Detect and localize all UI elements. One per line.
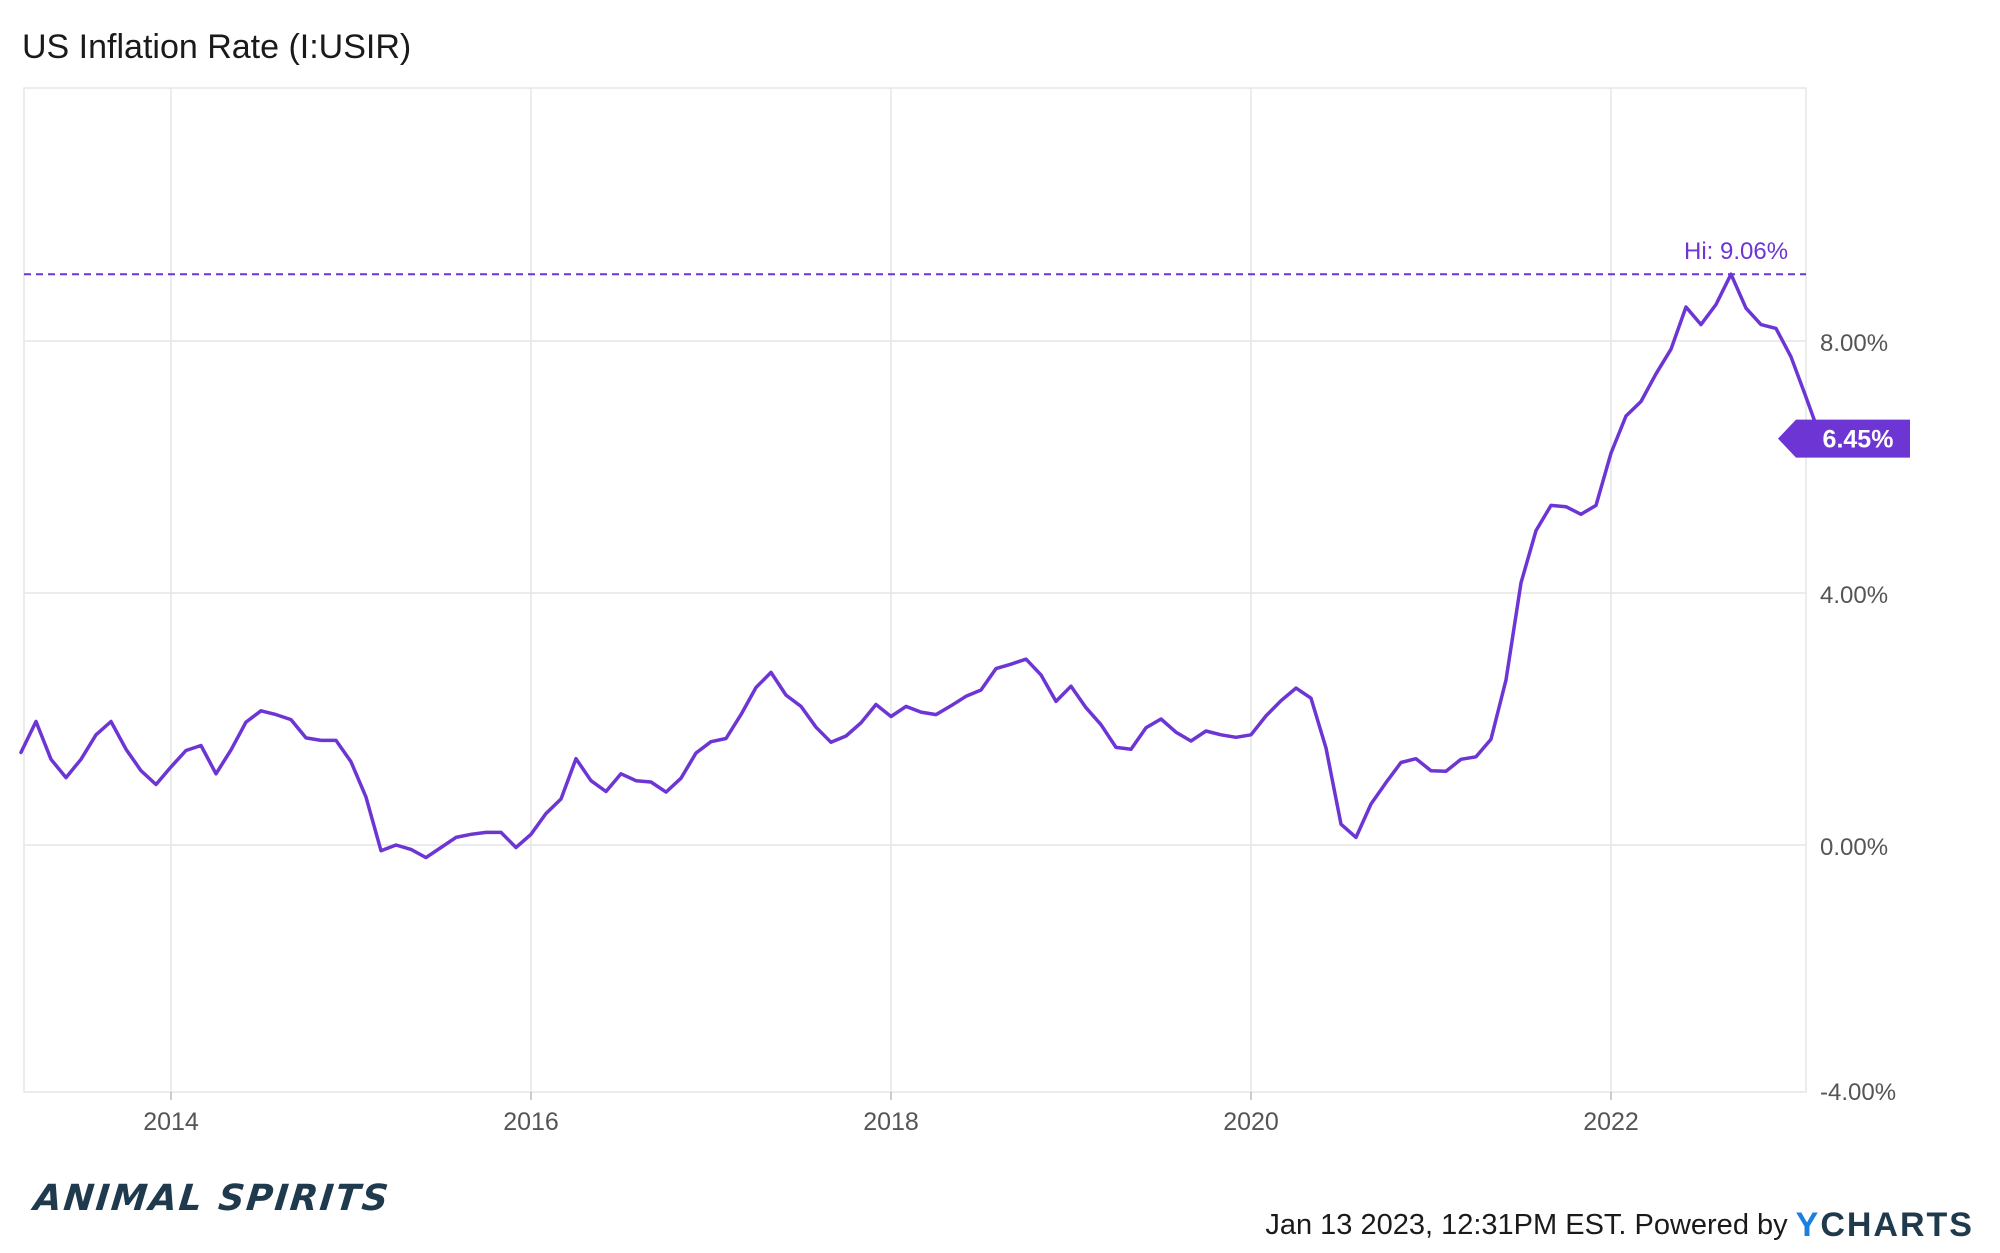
footer-credit: Jan 13 2023, 12:31PM EST. Powered by YCH… [1265, 1206, 1974, 1245]
high-label: Hi: 9.06% [1684, 238, 1788, 265]
y-tick-label: 4.00% [1820, 582, 1888, 609]
powered-by-text: Powered by [1634, 1209, 1788, 1241]
ycharts-logo[interactable]: YCHARTS [1796, 1206, 1974, 1245]
y-tick-label: -4.00% [1820, 1079, 1896, 1106]
annotations: Hi: 9.06% 6.45% [24, 238, 1910, 458]
x-tick-label: 2018 [863, 1108, 919, 1136]
gridlines [23, 87, 1807, 1093]
y-tick-label: 8.00% [1820, 330, 1888, 357]
chart-title: US Inflation Rate (I:USIR) [22, 28, 412, 66]
last-value-badge [1778, 419, 1910, 458]
timestamp: Jan 13 2023, 12:31PM EST. [1265, 1209, 1627, 1241]
plot-frame [23, 87, 1807, 1093]
last-value-label: 6.45% [1823, 426, 1894, 454]
series-line [19, 272, 1823, 860]
y-tick-label: 0.00% [1820, 834, 1888, 861]
series-layer [19, 272, 1823, 860]
x-tick-label: 2014 [143, 1108, 199, 1136]
x-tick-label: 2020 [1223, 1108, 1279, 1136]
ycharts-logo-y: Y [1795, 1206, 1821, 1244]
x-tick-label: 2022 [1583, 1108, 1639, 1136]
ycharts-logo-rest: CHARTS [1820, 1206, 1974, 1244]
animal-spirits-logo: ANIMAL SPIRITS [31, 1178, 393, 1219]
x-tick-label: 2016 [503, 1108, 559, 1136]
axis-labels: -4.00% 0.00% 4.00% 8.00% 2014 2016 2018 2020 202… [143, 330, 1896, 1136]
